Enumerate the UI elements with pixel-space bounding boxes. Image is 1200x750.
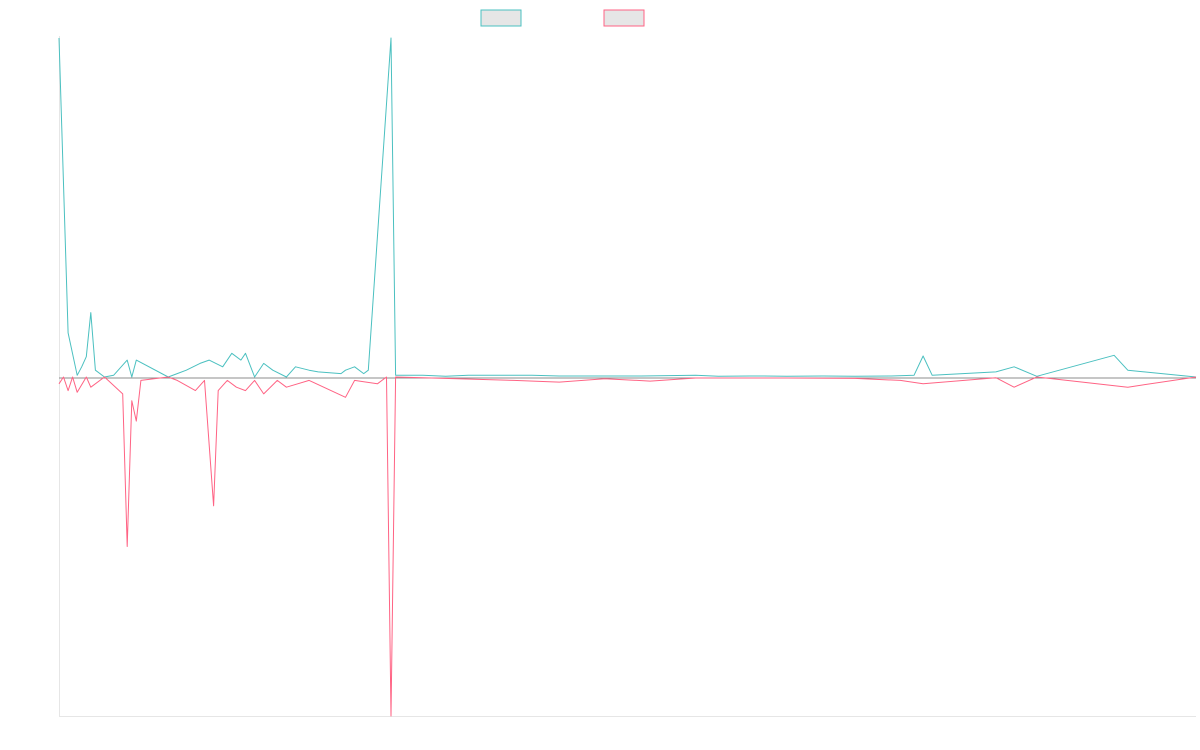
series-layer: [58, 37, 1197, 717]
legend-swatch-series-1[interactable]: [480, 9, 522, 27]
legend: [480, 9, 645, 27]
legend-swatch-series-2[interactable]: [603, 9, 645, 27]
series-line-2: [58, 376, 1197, 717]
series-line-1: [58, 37, 1197, 378]
